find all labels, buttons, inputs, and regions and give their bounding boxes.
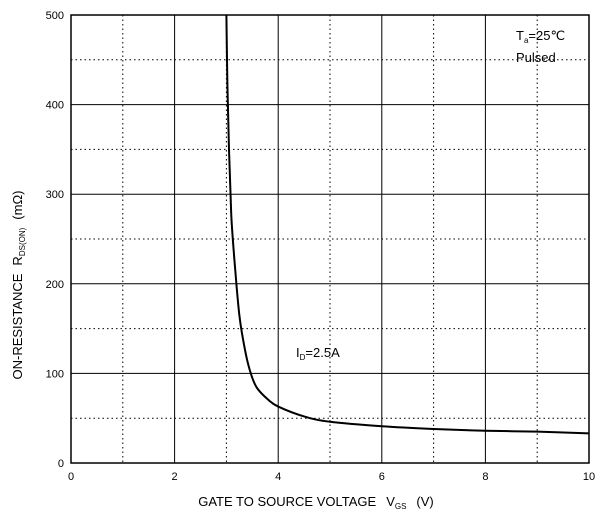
x-axis-title: GATE TO SOURCE VOLTAGE VGS (V)	[198, 494, 434, 511]
y-axis-title-unit: (mΩ)	[10, 191, 25, 220]
id-value: =2.5A	[305, 345, 340, 360]
x-tick-label: 10	[583, 471, 595, 483]
x-axis-title-main: GATE TO SOURCE VOLTAGE	[198, 494, 376, 509]
y-axis-title-symbol: R	[10, 256, 25, 265]
y-tick-label: 200	[46, 279, 64, 291]
y-tick-labels: 0 100 200 300 400 500	[46, 10, 64, 470]
ta-subscript: a	[524, 36, 529, 45]
y-tick-label: 0	[58, 458, 64, 470]
y-axis-title: ON-RESISTANCE RDS(ON) (mΩ)	[10, 191, 27, 380]
x-axis-title-symbol: V	[386, 494, 395, 509]
x-tick-label: 2	[172, 471, 178, 483]
y-tick-label: 400	[46, 100, 64, 112]
ta-value: =25℃	[528, 28, 565, 43]
major-grid	[71, 15, 589, 463]
minor-grid	[71, 15, 589, 463]
y-axis-title-subscript: DS(ON)	[18, 227, 27, 256]
x-axis-title-subscript: GS	[395, 502, 407, 511]
series-line-id-2.5a	[225, 14, 590, 435]
y-tick-label: 500	[46, 10, 64, 22]
plot-frame	[70, 14, 590, 464]
ta-symbol: T	[516, 28, 524, 43]
id-subscript: D	[300, 353, 306, 362]
x-tick-label: 6	[379, 471, 385, 483]
y-tick-label: 100	[46, 368, 64, 380]
x-tick-label: 0	[68, 471, 74, 483]
x-tick-label: 8	[482, 471, 488, 483]
pulsed-annotation: Pulsed	[516, 50, 556, 65]
y-tick-label: 300	[46, 189, 64, 201]
temperature-annotation: Ta=25℃	[516, 28, 565, 45]
series-label-id: ID=2.5A	[296, 345, 340, 362]
id-symbol: I	[296, 345, 300, 360]
x-tick-label: 4	[275, 471, 281, 483]
x-tick-labels: 0 2 4 6 8 10	[68, 471, 595, 483]
x-axis-title-unit: (V)	[416, 494, 433, 509]
y-axis-title-main: ON-RESISTANCE	[10, 273, 25, 379]
